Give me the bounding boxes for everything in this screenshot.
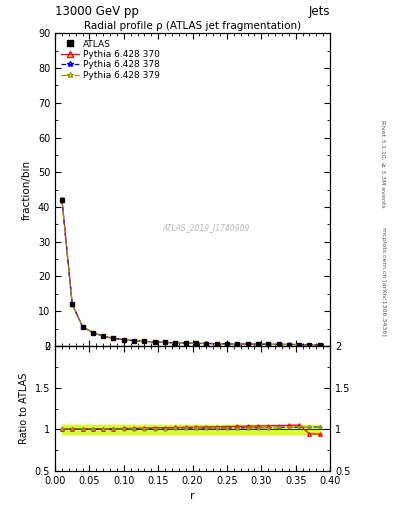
Text: mcplots.cern.ch [arXiv:1306.3436]: mcplots.cern.ch [arXiv:1306.3436] <box>381 227 386 336</box>
Title: Radial profile ρ (ATLAS jet fragmentation): Radial profile ρ (ATLAS jet fragmentatio… <box>84 21 301 31</box>
Text: ATLAS_2019_I1740909: ATLAS_2019_I1740909 <box>163 223 250 231</box>
Y-axis label: Ratio to ATLAS: Ratio to ATLAS <box>19 373 29 444</box>
X-axis label: r: r <box>190 492 195 501</box>
Y-axis label: fraction/bin: fraction/bin <box>22 160 32 220</box>
Text: 13000 GeV pp: 13000 GeV pp <box>55 5 139 18</box>
Text: Rivet 3.1.10, ≥ 3.3M events: Rivet 3.1.10, ≥ 3.3M events <box>381 120 386 208</box>
Legend: ATLAS, Pythia 6.428 370, Pythia 6.428 378, Pythia 6.428 379: ATLAS, Pythia 6.428 370, Pythia 6.428 37… <box>59 38 162 81</box>
Text: Jets: Jets <box>309 5 330 18</box>
